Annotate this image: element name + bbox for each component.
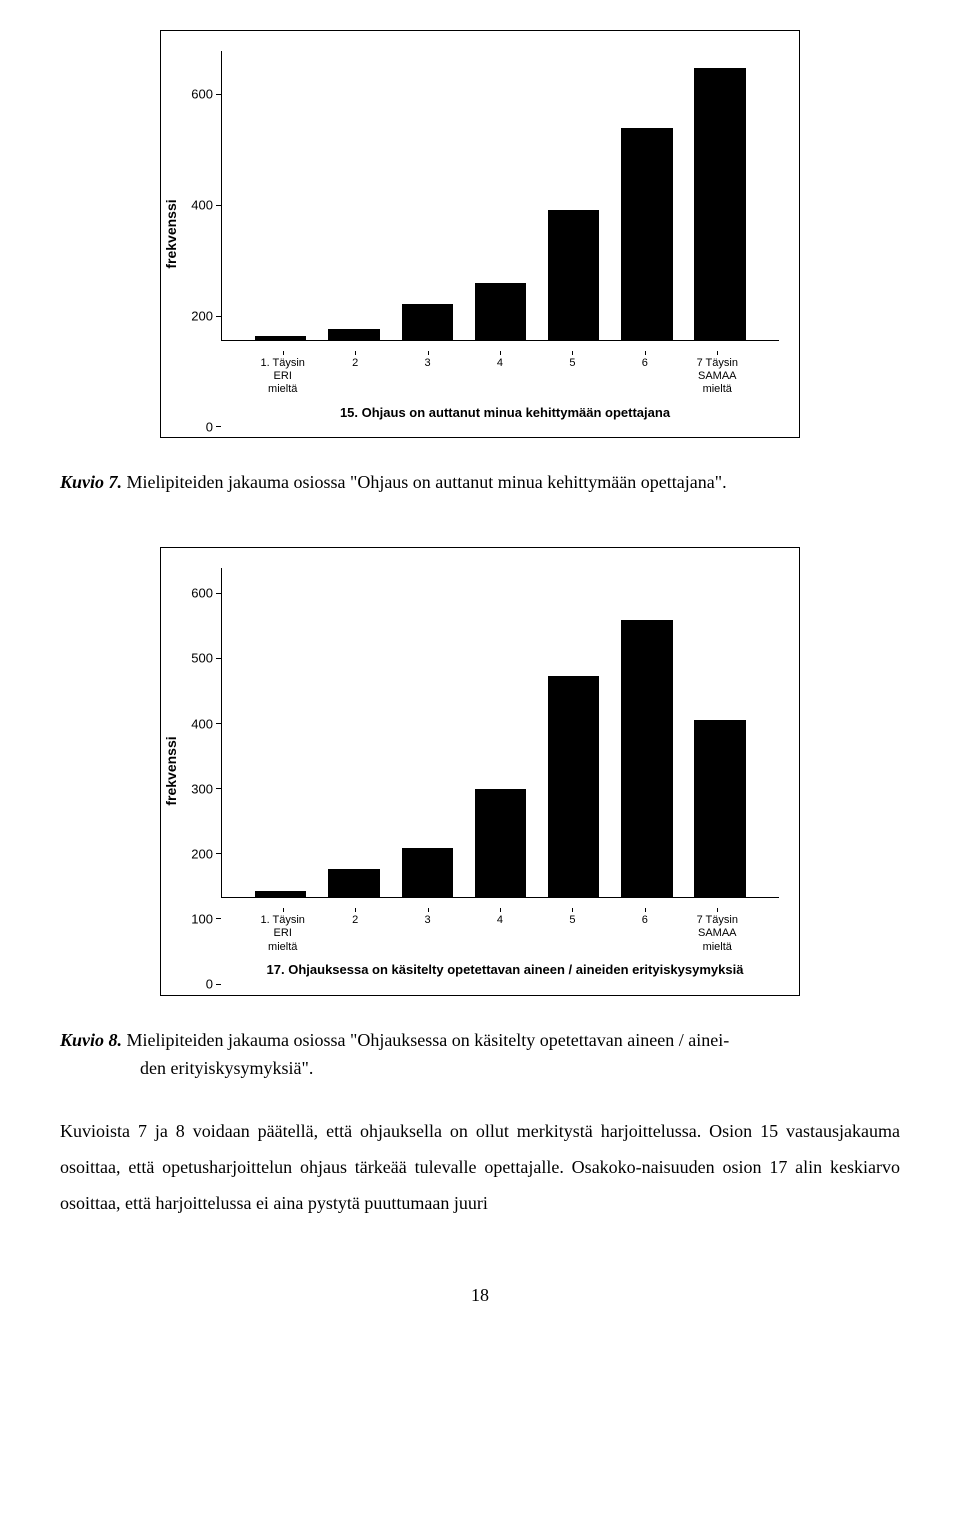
x-tick-label: 3 [402, 908, 453, 954]
bar [621, 620, 672, 898]
y-tick-mark [216, 426, 221, 427]
y-tick-mark [216, 918, 221, 919]
chart-1-bars [222, 51, 779, 340]
bar [402, 304, 453, 340]
x-tick-label: 4 [475, 351, 526, 397]
chart-1-plot-area [221, 51, 779, 341]
x-tick-label: 7 TäysinSAMAAmieltä [692, 351, 743, 397]
chart-2-title: 17. Ohjauksessa on käsitelty opetettavan… [161, 954, 799, 995]
caption-2-line1: Mielipiteiden jakauma osiossa "Ohjaukses… [127, 1030, 730, 1050]
x-tick-label: 4 [475, 908, 526, 954]
bar [548, 210, 599, 340]
caption-1-head: Kuvio 7. [60, 472, 122, 492]
caption-1: Kuvio 7. Mielipiteiden jakauma osiossa "… [60, 468, 900, 497]
y-tick-label: 300 [191, 779, 213, 800]
x-tick-label: 2 [330, 908, 381, 954]
x-tick-label: 6 [619, 351, 670, 397]
bar [402, 848, 453, 897]
chart-1: frekvenssi 0200400600 1. Täysin ERImielt… [160, 30, 800, 438]
y-tick-label: 400 [191, 714, 213, 735]
y-tick-label: 200 [191, 306, 213, 327]
x-tick-label: 5 [547, 351, 598, 397]
chart-2-bars [222, 568, 779, 897]
y-tick-label: 0 [206, 417, 213, 438]
bar [328, 329, 379, 340]
x-tick-label: 1. Täysin ERImieltä [257, 351, 308, 397]
caption-2-head: Kuvio 8. [60, 1030, 122, 1050]
chart-2-frame: frekvenssi 0100200300400500600 1. Täysin… [160, 547, 800, 995]
bar [255, 891, 306, 897]
y-tick-label: 600 [191, 85, 213, 106]
x-tick-label: 6 [619, 908, 670, 954]
bar [694, 68, 745, 340]
x-tick-label: 5 [547, 908, 598, 954]
bar [475, 789, 526, 897]
page-number: 18 [60, 1281, 900, 1310]
caption-1-text: Mielipiteiden jakauma osiossa "Ohjaus on… [127, 472, 727, 492]
chart-2-plot-area [221, 568, 779, 898]
bar [621, 128, 672, 341]
y-tick-label: 600 [191, 584, 213, 605]
chart-2: frekvenssi 0100200300400500600 1. Täysin… [160, 547, 800, 995]
chart-1-x-axis: 1. Täysin ERImieltä 23456 7 TäysinSAMAAmie… [221, 351, 779, 397]
y-tick-label: 0 [206, 974, 213, 995]
caption-2-line2: den erityiskysymyksiä". [60, 1058, 313, 1078]
y-tick-label: 100 [191, 909, 213, 930]
bar [694, 720, 745, 897]
bar [255, 336, 306, 340]
chart-2-x-axis: 1. Täysin ERImieltä 23456 7 TäysinSAMAAmie… [221, 908, 779, 954]
body-paragraph-1: Kuvioista 7 ja 8 voidaan päätellä, että … [60, 1113, 900, 1221]
caption-2: Kuvio 8. Mielipiteiden jakauma osiossa "… [60, 1026, 900, 1084]
chart-2-y-axis: 0100200300400500600 [161, 568, 221, 984]
y-tick-label: 200 [191, 844, 213, 865]
y-tick-label: 400 [191, 196, 213, 217]
y-tick-label: 500 [191, 649, 213, 670]
bar [475, 283, 526, 340]
chart-1-frame: frekvenssi 0200400600 1. Täysin ERImielt… [160, 30, 800, 438]
x-tick-label: 2 [330, 351, 381, 397]
bar [548, 676, 599, 897]
chart-1-y-axis: 0200400600 [161, 51, 221, 427]
x-tick-label: 7 TäysinSAMAAmieltä [692, 908, 743, 954]
x-tick-label: 1. Täysin ERImieltä [257, 908, 308, 954]
bar [328, 869, 379, 897]
chart-1-title: 15. Ohjaus on auttanut minua kehittymään… [161, 397, 799, 438]
x-tick-label: 3 [402, 351, 453, 397]
y-tick-mark [216, 984, 221, 985]
